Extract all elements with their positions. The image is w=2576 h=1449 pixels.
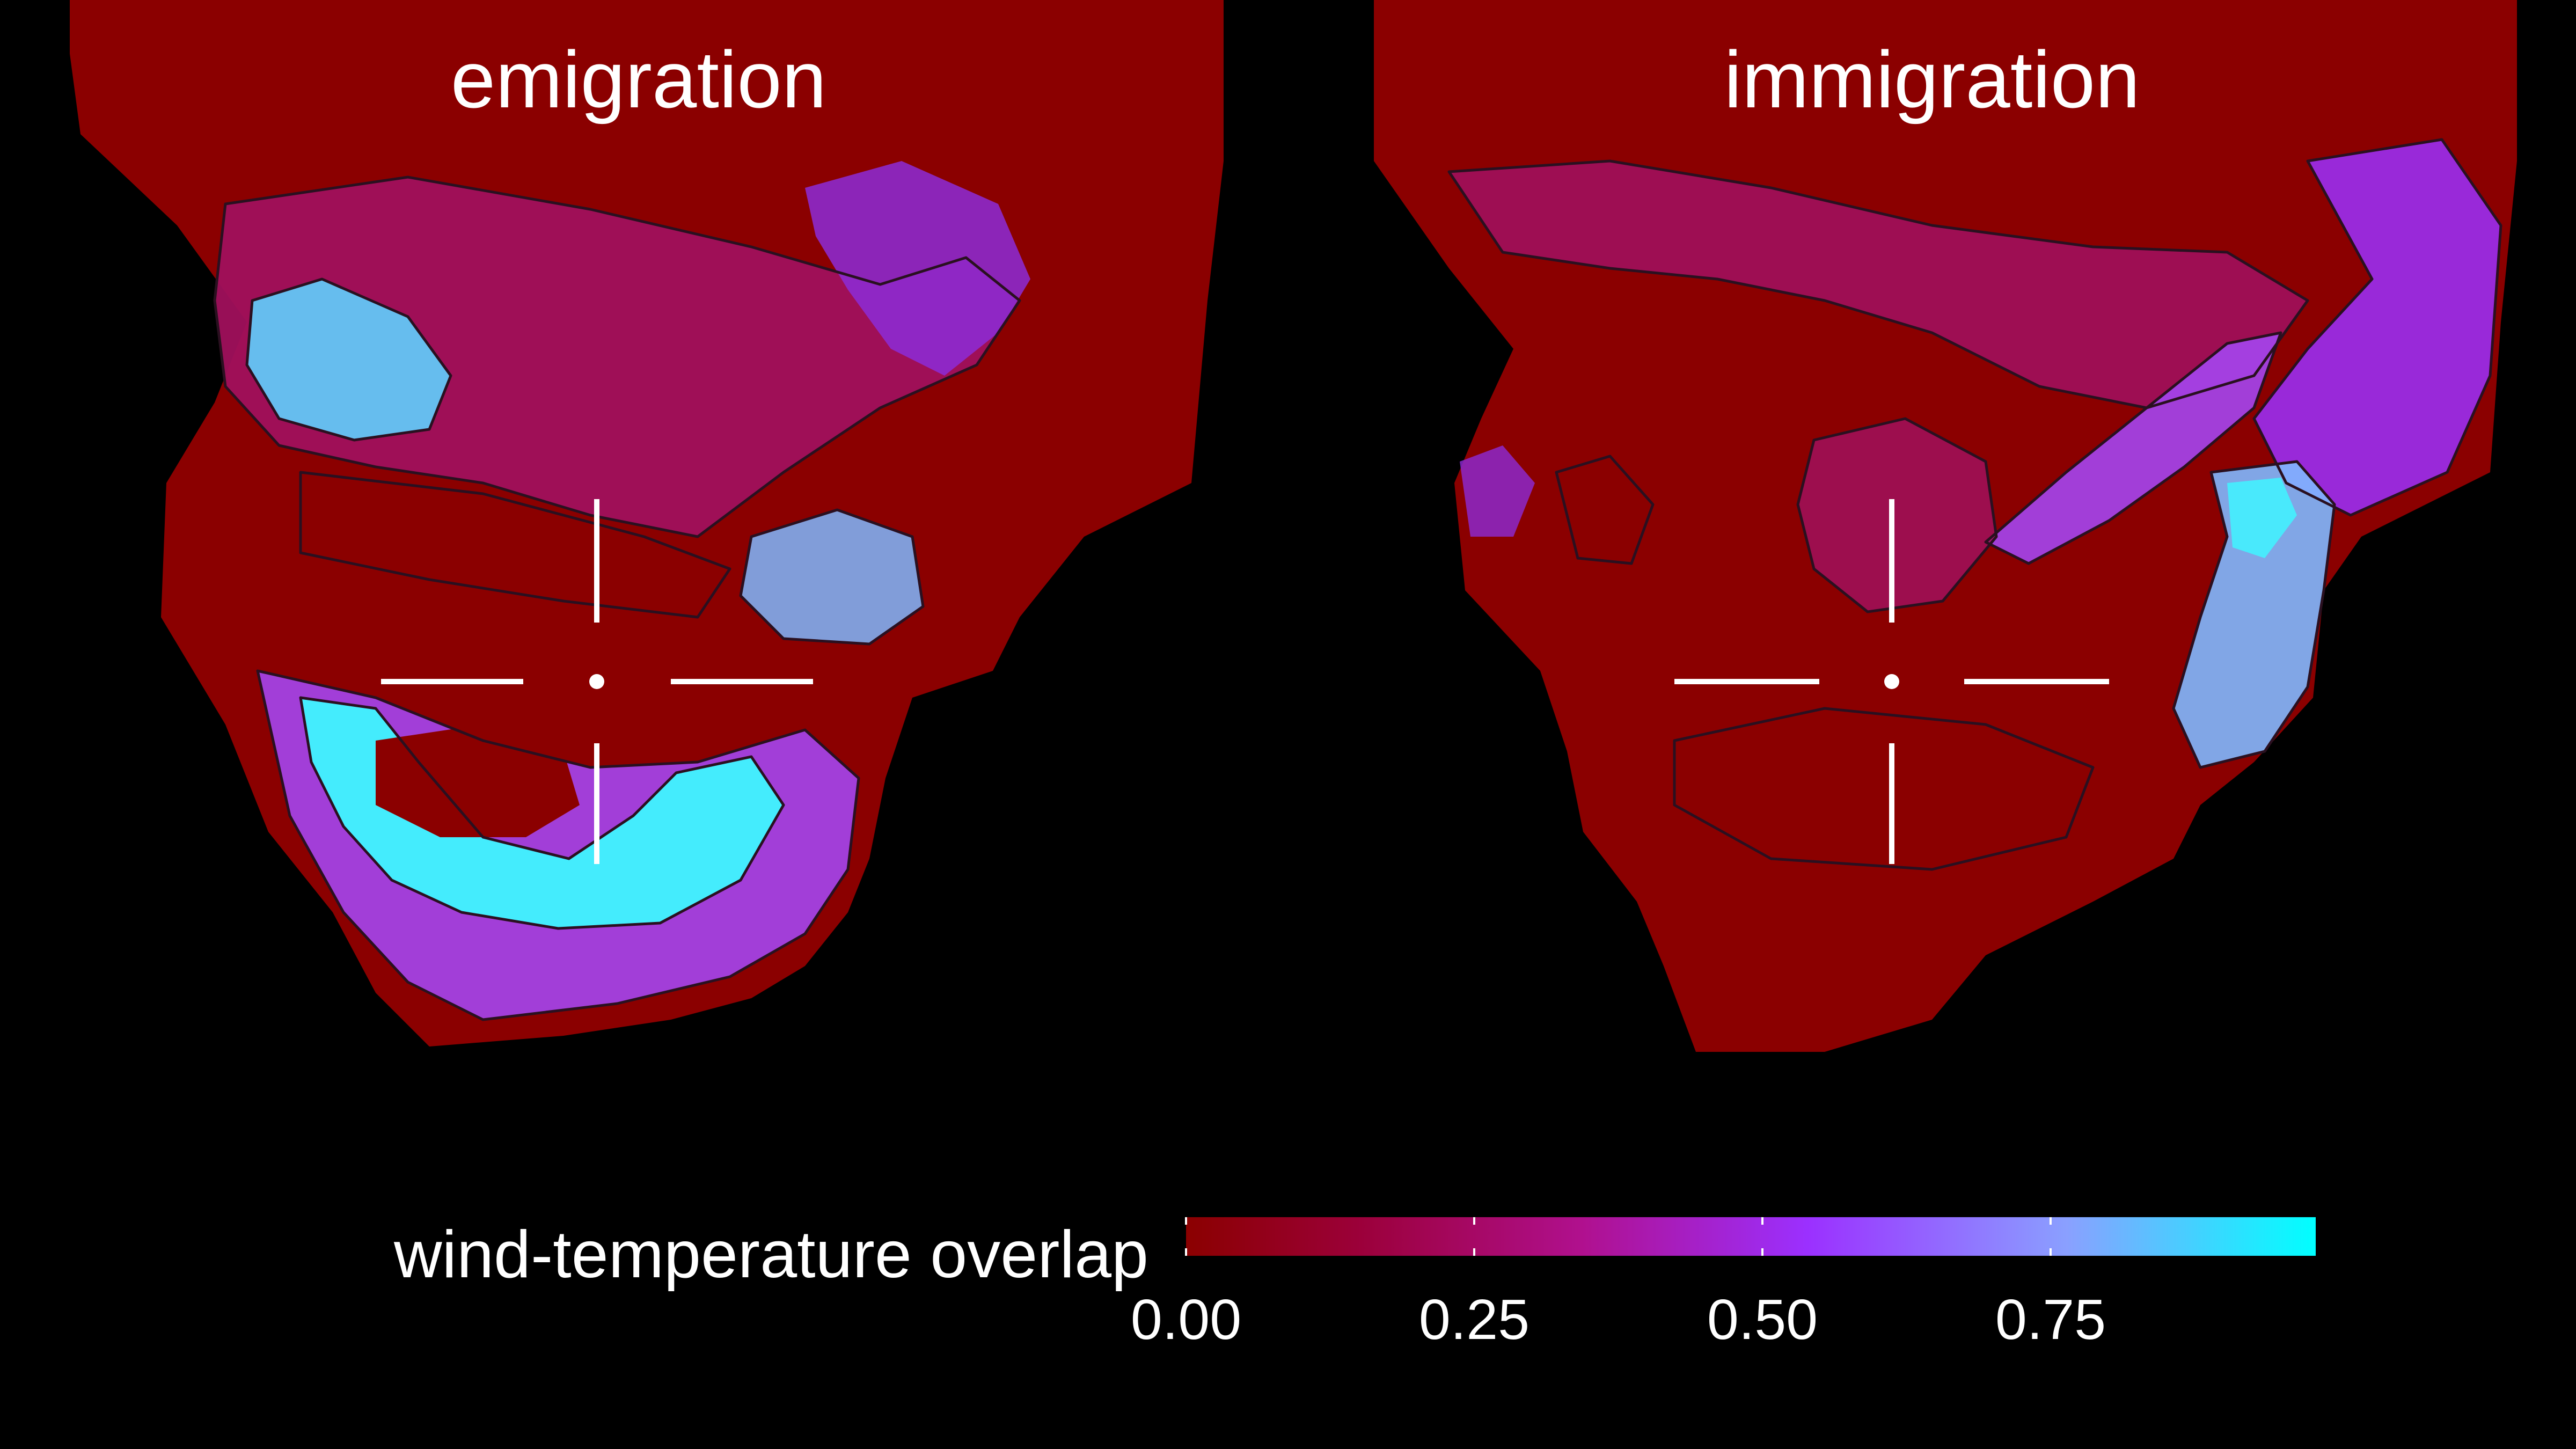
legend-tick-label: 0.75 (1995, 1288, 2106, 1351)
emigration-crosshair (381, 499, 813, 864)
immigration-title: immigration (1724, 34, 2140, 125)
emigration-panel: emigration (70, 0, 1224, 1046)
emigration-title: emigration (451, 34, 826, 125)
immigration-contour-6 (1555, 455, 1655, 565)
immigration-patch-purple-west (1460, 445, 1535, 537)
legend-tick-label: 0.00 (1131, 1288, 1241, 1351)
immigration-band-magenta (1449, 161, 2308, 408)
legend-title: wind-temperature overlap (393, 1218, 1148, 1292)
immigration-contour-2 (2252, 138, 2502, 517)
emigration-contour-1 (213, 175, 1021, 538)
emigration-patch-cyan-west (247, 279, 451, 440)
immigration-panel: immigration (1374, 0, 2517, 1052)
immigration-contour-7 (1673, 707, 2095, 871)
legend-tick-label: 0.25 (1419, 1288, 1529, 1351)
legend-colorbar (1186, 1217, 2316, 1256)
immigration-patch-magenta-center (1798, 419, 1996, 612)
emigration-patch-lightblue-east (741, 510, 923, 644)
legend-tick-label: 0.50 (1707, 1288, 1818, 1351)
emigration-contour-4 (299, 696, 785, 930)
legend-ticks: 0.00 0.25 0.50 0.75 (1131, 1217, 2106, 1351)
emigration-contour-6 (299, 471, 731, 619)
immigration-crosshair (1674, 499, 2109, 864)
immigration-contour-5 (1796, 417, 1998, 613)
immigration-contour-4 (2172, 460, 2336, 769)
immigration-band-purple-east (2254, 140, 2501, 515)
emigration-contour-2 (256, 669, 860, 1021)
immigration-patch-cyan-se (2227, 478, 2297, 558)
emigration-contour-3 (245, 277, 452, 442)
emigration-contour-5 (739, 508, 925, 646)
immigration-patch-lightblue-se (2174, 462, 2334, 767)
emigration-patch-cyan-south (301, 698, 784, 928)
color-legend: wind-temperature overlap 0.00 0.25 0.50 0.7… (393, 1217, 2316, 1351)
emigration-band-purple-north (805, 161, 1030, 376)
immigration-contour-3 (1984, 331, 2282, 565)
immigration-contour-1 (1447, 159, 2309, 409)
